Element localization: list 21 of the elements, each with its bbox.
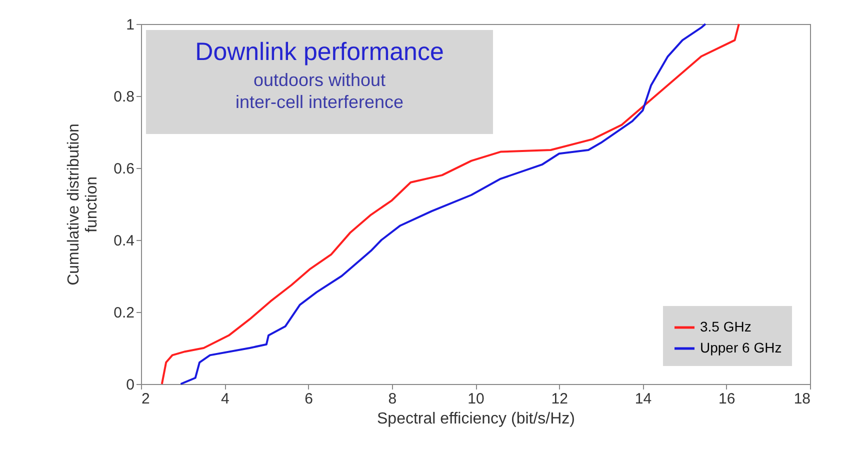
x-tick-label: 14 — [634, 390, 652, 408]
x-tick-label: 12 — [551, 390, 568, 408]
x-tick-label: 6 — [304, 390, 313, 408]
y-tick-label: 0.4 — [114, 232, 134, 250]
x-tick-label: 18 — [794, 390, 810, 408]
x-tick-label: 2 — [142, 390, 150, 408]
y-tick-label: 0.2 — [114, 304, 134, 322]
y-tick-label: 0 — [126, 376, 134, 394]
x-tick-label: 16 — [718, 390, 736, 408]
x-tick-label: 10 — [468, 390, 484, 408]
y-tick-label: 0.8 — [114, 88, 134, 106]
y-axis-title: Cumulative distribution function — [66, 124, 101, 286]
text: outdoors without inter-cell interference — [234, 69, 405, 113]
legend-label: Upper 6 GHz — [700, 340, 782, 356]
x-tick-label: 8 — [388, 390, 397, 408]
x-axis-title: Spectral efficiency (bit/s/Hz) — [377, 410, 575, 428]
x-tick-label: 4 — [220, 390, 230, 408]
text: Downlink performance — [194, 38, 445, 67]
legend-label: 3.5 GHz — [700, 318, 752, 334]
y-tick-label: 0.6 — [114, 160, 134, 178]
y-tick-label: 1 — [126, 16, 134, 34]
